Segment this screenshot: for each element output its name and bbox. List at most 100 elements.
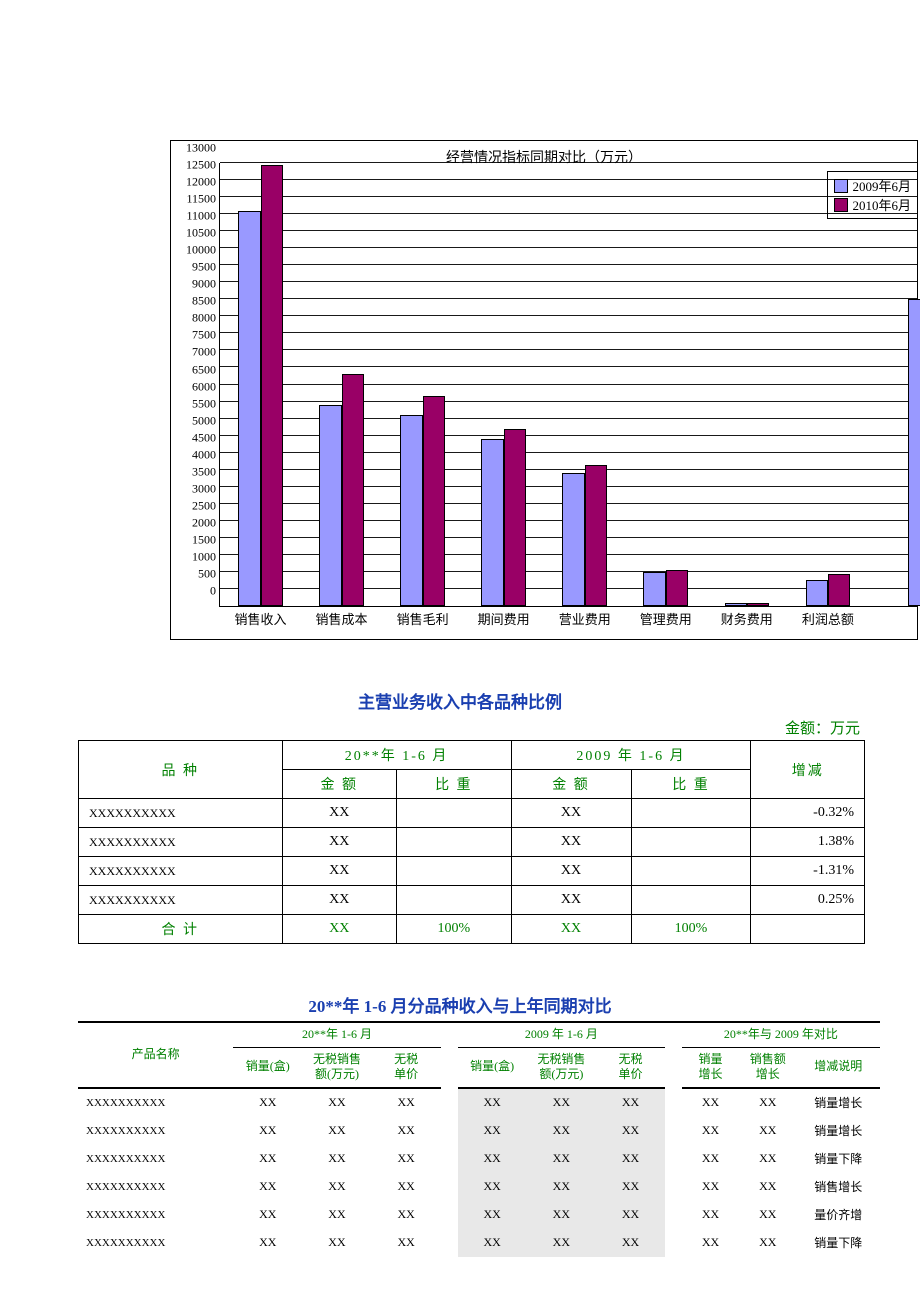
cell-qty-growth: XX <box>682 1088 739 1117</box>
cell-price-b: XX <box>596 1145 665 1173</box>
y-tick-label: 11000 <box>176 209 216 224</box>
bar <box>828 574 850 606</box>
cell-rev-a: XX <box>302 1229 371 1257</box>
y-tick-label: 4500 <box>176 430 216 445</box>
gridline <box>220 213 917 214</box>
y-tick-label: 5000 <box>176 413 216 428</box>
y-tick-label: 12500 <box>176 158 216 173</box>
table-row: XXXXXXXXXXXXXX0.25% <box>79 886 865 915</box>
bar <box>423 396 445 606</box>
cell-diff: 1.38% <box>751 828 865 857</box>
y-tick-label: 2500 <box>176 498 216 513</box>
cell-note: 销量增长 <box>796 1117 880 1145</box>
gridline <box>220 349 917 350</box>
y-tick-label: 7000 <box>176 345 216 360</box>
x-tick-label: 销售收入 <box>235 609 287 628</box>
cell-qty-a: XX <box>233 1229 302 1257</box>
bar <box>400 415 422 606</box>
cell-amount-b: XX <box>511 828 631 857</box>
cell-diff: -0.32% <box>751 799 865 828</box>
th-period-b: 2009 年 1-6 月 <box>458 1022 666 1047</box>
th-qty-b: 销量(盒) <box>458 1047 527 1088</box>
cell-weight-a <box>397 799 512 828</box>
gridline <box>220 264 917 265</box>
cell-weight-a <box>397 886 512 915</box>
cell-rev-growth: XX <box>739 1145 796 1173</box>
cell-diff: -1.31% <box>751 857 865 886</box>
gridline <box>220 162 917 163</box>
cell-amount-a: XX <box>282 799 397 828</box>
cell-amount-b: XX <box>511 915 631 944</box>
gridline <box>220 230 917 231</box>
table-row: XXXXXXXXXXXXXX-1.31% <box>79 857 865 886</box>
y-tick-label: 10500 <box>176 226 216 241</box>
y-tick-label: 2000 <box>176 515 216 530</box>
cell-qty-b: XX <box>458 1145 527 1173</box>
table-row: XXXXXXXXXXXXXXXXXXXXXXXXXX销量下降 <box>78 1145 880 1173</box>
cell-qty-b: XX <box>458 1173 527 1201</box>
th-amount-b: 金 额 <box>511 770 631 799</box>
table-row: XXXXXXXXXXXXXXXXXXXXXXXXXX销量下降 <box>78 1229 880 1257</box>
table-row: XXXXXXXXXXXXXX-0.32% <box>79 799 865 828</box>
cell-qty-b: XX <box>458 1229 527 1257</box>
cell-rev-b: XX <box>527 1229 596 1257</box>
th-product: 产品名称 <box>78 1022 233 1088</box>
y-tick-label: 3500 <box>176 464 216 479</box>
y-tick-label: 8500 <box>176 294 216 309</box>
y-tick-label: 9500 <box>176 260 216 275</box>
gridline <box>220 401 917 402</box>
x-tick-label: 管理费用 <box>640 609 692 628</box>
cell-rev-growth: XX <box>739 1117 796 1145</box>
th-period-a: 20**年 1-6 月 <box>233 1022 441 1047</box>
table-row-total: 合 计XX100%XX100% <box>79 915 865 944</box>
gridline <box>220 315 917 316</box>
cell-weight-b <box>631 828 751 857</box>
cell-price-a: XX <box>372 1117 441 1145</box>
cell-price-b: XX <box>596 1229 665 1257</box>
cell-weight-a: 100% <box>397 915 512 944</box>
cell-weight-a <box>397 828 512 857</box>
cell-rev-b: XX <box>527 1201 596 1229</box>
cell-rev-b: XX <box>527 1173 596 1201</box>
gridline <box>220 366 917 367</box>
cell-total-label: 合 计 <box>79 915 283 944</box>
bar <box>261 165 283 606</box>
cell-qty-a: XX <box>233 1088 302 1117</box>
bar <box>238 211 260 606</box>
th-weight-b: 比 重 <box>631 770 751 799</box>
cell-qty-b: XX <box>458 1088 527 1117</box>
y-tick-label: 500 <box>176 566 216 581</box>
cell-weight-b <box>631 886 751 915</box>
cell-variety: XXXXXXXXXX <box>79 886 283 915</box>
cell-rev-growth: XX <box>739 1229 796 1257</box>
cell-price-b: XX <box>596 1173 665 1201</box>
gridline <box>220 247 917 248</box>
x-tick-label: 利润总额 <box>802 609 854 628</box>
cell-weight-b <box>631 799 751 828</box>
cell-qty-a: XX <box>233 1173 302 1201</box>
cell-qty-a: XX <box>233 1201 302 1229</box>
cell-variety: XXXXXXXXXX <box>79 857 283 886</box>
cell-note: 销量下降 <box>796 1229 880 1257</box>
cell-product: XXXXXXXXXX <box>78 1145 233 1173</box>
y-tick-label: 8000 <box>176 311 216 326</box>
th-rev-b: 无税销售额(万元) <box>527 1047 596 1088</box>
bar <box>481 439 503 606</box>
cell-amount-b: XX <box>511 857 631 886</box>
y-tick-label: 7500 <box>176 328 216 343</box>
cell-amount-b: XX <box>511 799 631 828</box>
section-title-period-compare: 20**年 1-6 月分品种收入与上年同期对比 <box>0 992 920 1017</box>
cell-note: 销量增长 <box>796 1088 880 1117</box>
cell-rev-a: XX <box>302 1088 371 1117</box>
cell-rev-growth: XX <box>739 1201 796 1229</box>
th-period-c: 20**年与 2009 年对比 <box>682 1022 880 1047</box>
cell-product: XXXXXXXXXX <box>78 1201 233 1229</box>
cell-amount-a: XX <box>282 857 397 886</box>
cell-product: XXXXXXXXXX <box>78 1229 233 1257</box>
y-tick-label: 10000 <box>176 243 216 258</box>
cell-price-b: XX <box>596 1201 665 1229</box>
cell-variety: XXXXXXXXXX <box>79 828 283 857</box>
y-tick-label: 6500 <box>176 362 216 377</box>
table-row: XXXXXXXXXXXXXXXXXXXXXXXXXX销售增长 <box>78 1173 880 1201</box>
y-tick-label: 1500 <box>176 532 216 547</box>
